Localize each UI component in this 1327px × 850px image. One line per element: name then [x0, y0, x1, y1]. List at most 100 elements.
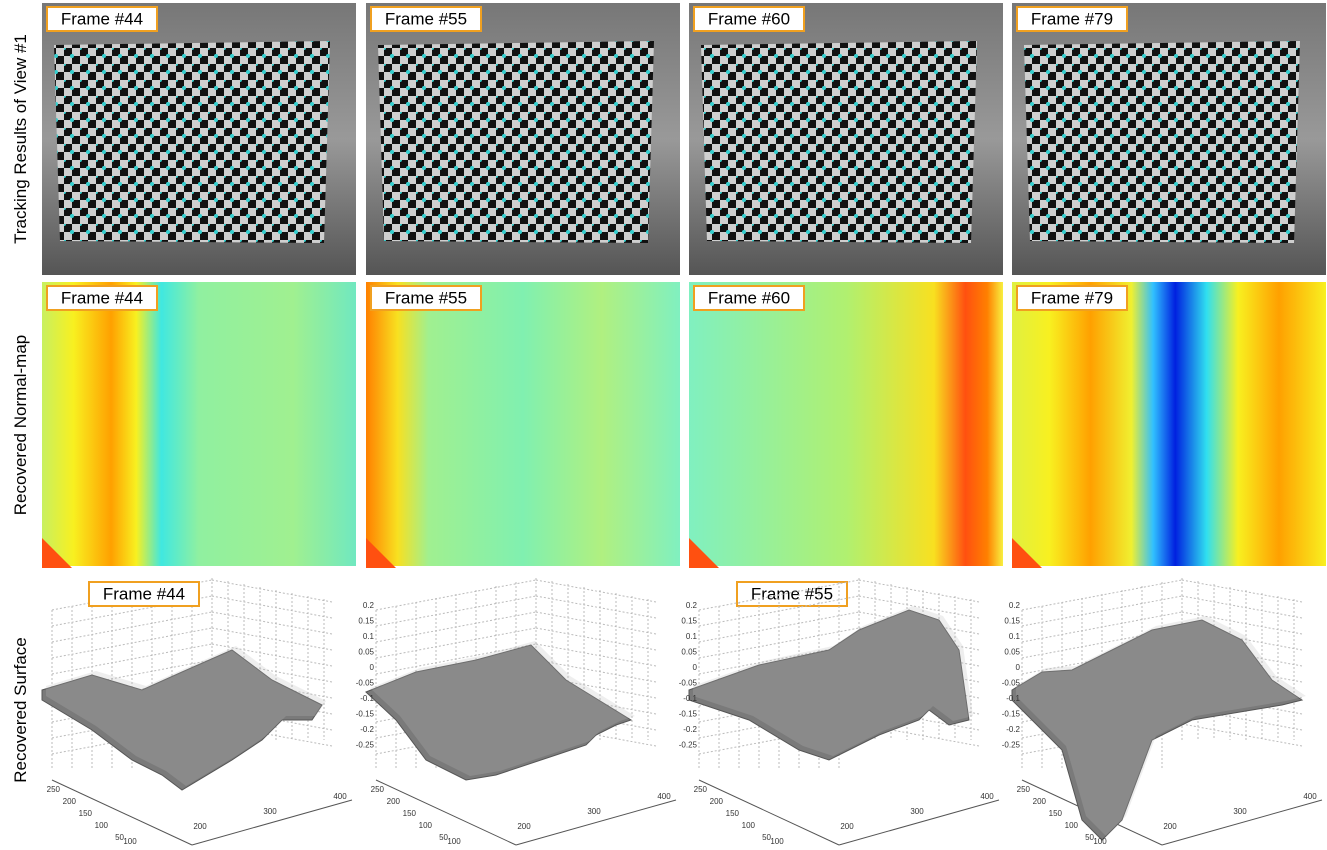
surface-grid: [376, 612, 536, 642]
surface-grid: [212, 628, 332, 650]
row-label: Tracking Results of View #1: [11, 34, 30, 244]
x-tick-label: 400: [657, 792, 671, 801]
y-tick-label: 100: [1065, 821, 1079, 830]
x-tick-label: 200: [193, 822, 207, 831]
z-tick-label: 0.15: [358, 617, 374, 626]
tracking-panel: Frame #60: [689, 3, 1003, 275]
frame-label: Frame #44: [61, 288, 143, 307]
surface-grid: [1022, 580, 1182, 610]
surface-grid: [212, 580, 332, 602]
frame-label: Frame #79: [1031, 288, 1113, 307]
frame-label: Frame #60: [708, 9, 790, 28]
z-tick-label: -0.2: [360, 725, 374, 734]
surface-grid: [536, 628, 656, 650]
y-tick-label: 100: [419, 821, 433, 830]
checkerboard: [54, 41, 330, 243]
tracking-panel: Frame #79: [1012, 3, 1326, 275]
y-tick-label: 250: [1017, 785, 1031, 794]
normal-map-panel: Frame #44: [42, 282, 356, 568]
surface-grid: [536, 580, 656, 602]
z-tick-label: 0.15: [1004, 617, 1020, 626]
x-tick-label: 100: [123, 837, 137, 846]
z-tick-label: -0.1: [1006, 694, 1020, 703]
surface-grid: [212, 596, 332, 618]
row-label: Recovered Surface: [11, 637, 30, 783]
y-tick-label: 150: [726, 809, 740, 818]
figure: Tracking Results of View #1 Recovered Nor…: [0, 0, 1327, 850]
z-tick-label: -0.05: [679, 679, 698, 688]
y-tick-label: 100: [95, 821, 109, 830]
y-tick-label: 250: [694, 785, 708, 794]
surface-panel: 25020015010050100200300400Frame #44: [42, 578, 352, 846]
y-tick-label: 200: [387, 797, 401, 806]
z-tick-label: -0.15: [679, 710, 698, 719]
z-tick-label: 0: [693, 663, 698, 672]
frame-label: Frame #55: [385, 288, 467, 307]
y-tick-label: 150: [1049, 809, 1063, 818]
z-tick-label: -0.1: [360, 694, 374, 703]
z-tick-label: 0.05: [358, 648, 374, 657]
z-tick-label: 0.2: [1009, 601, 1021, 610]
z-tick-label: 0.05: [1004, 648, 1020, 657]
z-tick-label: -0.25: [356, 741, 375, 750]
surface-grid: [1182, 724, 1302, 746]
y-tick-label: 200: [710, 797, 724, 806]
x-tick-label: 400: [333, 792, 347, 801]
row-label: Recovered Normal-map: [11, 335, 30, 515]
y-tick-label: 150: [79, 809, 93, 818]
normal-map: [42, 282, 356, 566]
surface-grid: [52, 628, 212, 658]
surface-grid: [376, 580, 536, 610]
checkerboard: [1024, 41, 1300, 243]
surface-grid: [376, 596, 536, 626]
x-tick-label: 100: [447, 837, 461, 846]
y-tick-label: 250: [47, 785, 61, 794]
frame-label: Frame #44: [61, 9, 143, 28]
normal-map-panel: Frame #79: [1012, 282, 1326, 568]
y-tick-label: 150: [403, 809, 417, 818]
frame-label: Frame #79: [1031, 9, 1113, 28]
x-tick-label: 100: [1093, 837, 1107, 846]
surface-grid: [52, 612, 212, 642]
frame-label: Frame #44: [103, 584, 185, 603]
z-tick-label: -0.15: [356, 710, 375, 719]
z-tick-label: -0.05: [356, 679, 375, 688]
frame-label: Frame #55: [751, 584, 833, 603]
z-tick-label: 0: [1016, 663, 1021, 672]
z-tick-label: 0.1: [363, 632, 375, 641]
x-tick-label: 400: [980, 792, 994, 801]
surface-grid: [1182, 580, 1302, 602]
x-tick-label: 200: [840, 822, 854, 831]
x-tick-label: 200: [517, 822, 531, 831]
surface-grid: [859, 580, 979, 602]
surface-grid: [1182, 596, 1302, 618]
checkerboard: [378, 41, 654, 243]
normal-map-panel: Frame #55: [366, 282, 680, 568]
surface-panel: 0.20.150.10.050-0.05-0.1-0.15-0.2-0.2525…: [1002, 578, 1327, 846]
normal-map: [1012, 282, 1326, 566]
checkerboard: [701, 41, 977, 243]
surface-grid: [536, 612, 656, 634]
z-tick-label: 0.2: [363, 601, 375, 610]
z-tick-label: 0.15: [681, 617, 697, 626]
normal-map: [366, 282, 680, 566]
z-tick-label: 0.1: [686, 632, 698, 641]
x-tick-label: 300: [263, 807, 277, 816]
x-tick-label: 300: [910, 807, 924, 816]
z-tick-label: -0.2: [683, 725, 697, 734]
x-tick-label: 100: [770, 837, 784, 846]
surface-grid: [699, 612, 859, 642]
z-tick-label: -0.05: [1002, 679, 1021, 688]
z-tick-label: 0.2: [686, 601, 698, 610]
x-tick-label: 400: [1303, 792, 1317, 801]
surface-shade: [693, 606, 973, 756]
z-tick-label: 0.05: [681, 648, 697, 657]
x-tick-label: 300: [587, 807, 601, 816]
normal-map: [689, 282, 1003, 566]
row-labels: Tracking Results of View #1 Recovered Nor…: [11, 34, 30, 783]
x-tick-label: 200: [1163, 822, 1177, 831]
surface-grid: [536, 596, 656, 618]
y-tick-label: 200: [63, 797, 77, 806]
frame-label: Frame #55: [385, 9, 467, 28]
